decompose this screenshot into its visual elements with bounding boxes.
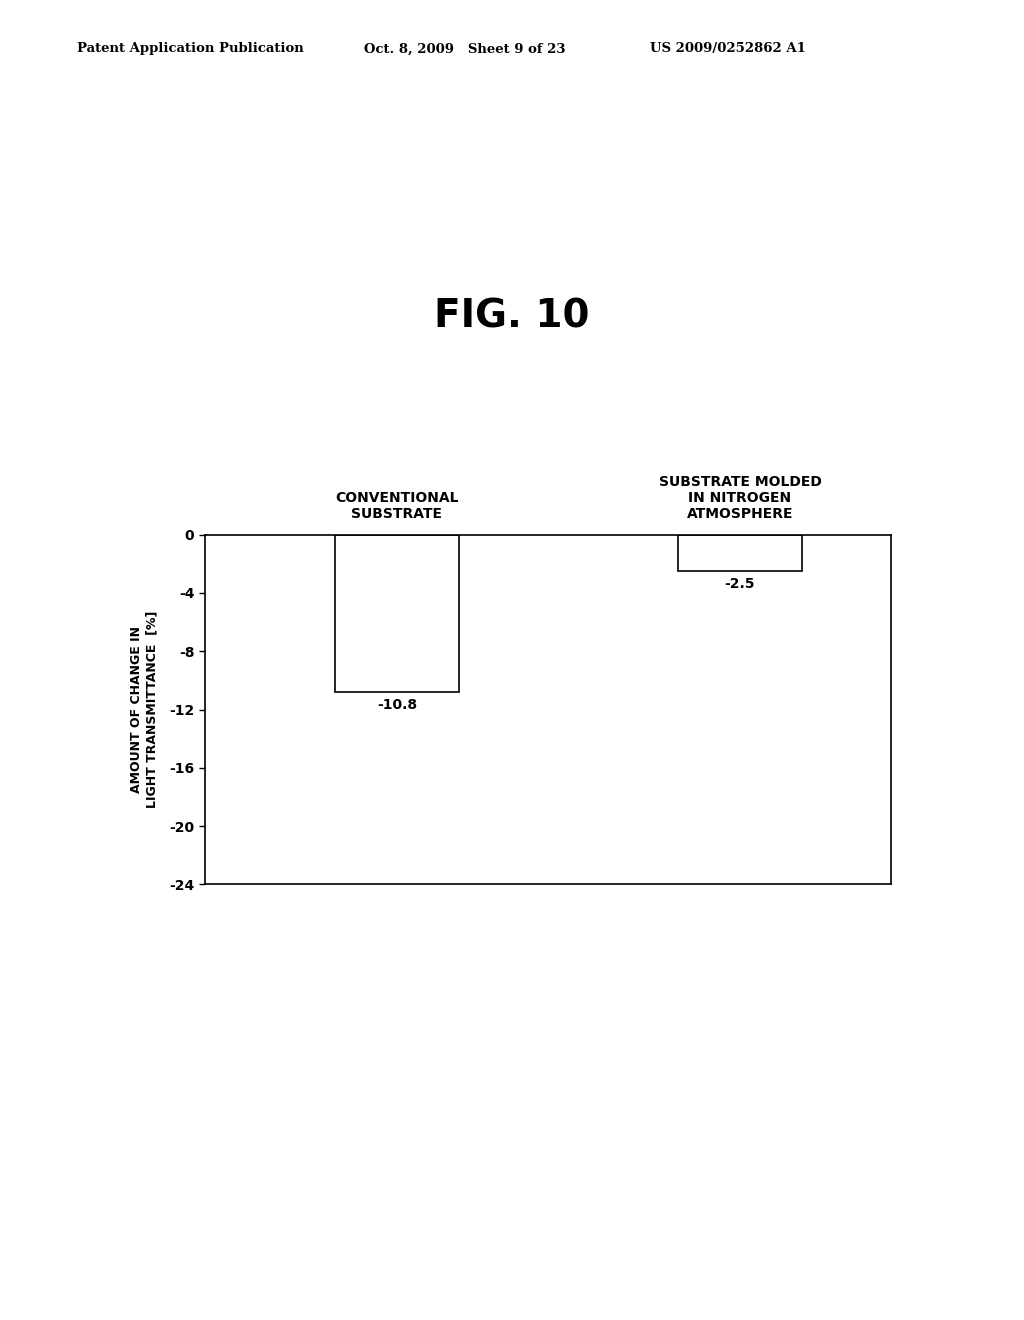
Text: SUBSTRATE MOLDED
IN NITROGEN
ATMOSPHERE: SUBSTRATE MOLDED IN NITROGEN ATMOSPHERE <box>658 475 821 521</box>
Bar <box>335 535 459 692</box>
Text: Patent Application Publication: Patent Application Publication <box>77 42 303 55</box>
Y-axis label: AMOUNT OF CHANGE IN
LIGHT TRANSMITTANCE  [%]: AMOUNT OF CHANGE IN LIGHT TRANSMITTANCE … <box>130 611 158 808</box>
Text: FIG. 10: FIG. 10 <box>434 298 590 335</box>
Text: CONVENTIONAL
SUBSTRATE: CONVENTIONAL SUBSTRATE <box>335 491 459 521</box>
Bar <box>678 535 802 572</box>
Text: Oct. 8, 2009   Sheet 9 of 23: Oct. 8, 2009 Sheet 9 of 23 <box>364 42 565 55</box>
Text: -10.8: -10.8 <box>377 698 417 711</box>
Text: -2.5: -2.5 <box>725 577 755 591</box>
Text: US 2009/0252862 A1: US 2009/0252862 A1 <box>650 42 806 55</box>
